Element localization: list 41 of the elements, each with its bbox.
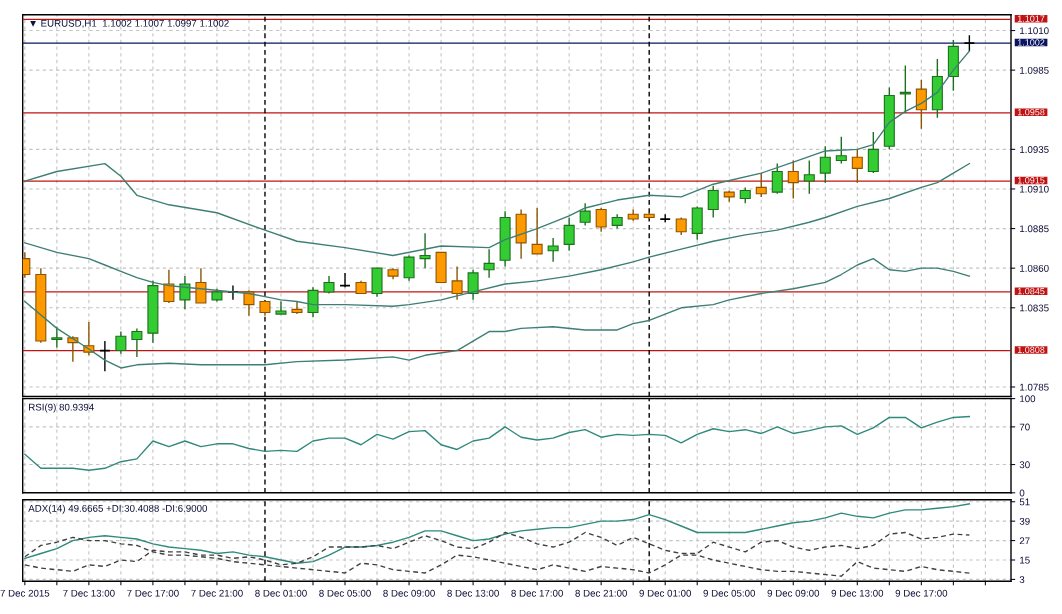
x-tick-label: 9 Dec 05:00 (703, 589, 756, 597)
ref-line-label: 1.1017 (1017, 15, 1045, 22)
y-tick-label: 30 (1019, 461, 1030, 469)
ref-line-label: 1.0845 (1017, 287, 1045, 295)
x-tick-label: 9 Dec 09:00 (767, 589, 820, 597)
y-tick-label: 27 (1019, 537, 1030, 545)
y-tick-label: 15 (1020, 556, 1030, 564)
ref-line-label: 1.0958 (1017, 108, 1045, 116)
x-tick-label: 8 Dec 21:00 (575, 589, 627, 597)
ref-line-label: 1.1002 (1017, 39, 1045, 46)
x-tick-label: 9 Dec 17:00 (895, 589, 948, 597)
y-tick-label: 1.0860 (1020, 264, 1049, 272)
y-tick-label: 100 (1020, 395, 1036, 403)
chart-title: RSI(9) 80.9394 (29, 403, 94, 413)
y-tick-label: 51 (1019, 498, 1030, 506)
x-tick-label: 9 Dec 01:00 (639, 589, 692, 597)
x-tick-label: 7 Dec 13:00 (63, 589, 115, 597)
x-tick-label: 7 Dec 21:00 (191, 589, 243, 597)
chart-title: ▼ EURUSD,H1 1.1002 1.1007 1.0997 1.1002 (30, 19, 229, 28)
y-tick-label: 1.0910 (1020, 185, 1049, 193)
x-tick-label: 9 Dec 13:00 (831, 589, 884, 597)
y-tick-label: 1.0935 (1020, 146, 1049, 153)
y-tick-label: 1.0835 (1020, 304, 1049, 312)
y-tick-label: 3 (1019, 576, 1025, 584)
y-tick-label: 39 (1019, 517, 1030, 525)
x-tick-label: 8 Dec 13:00 (447, 589, 499, 597)
ref-line-label: 1.0915 (1017, 177, 1045, 184)
y-tick-label: 70 (1019, 423, 1030, 431)
x-tick-label: 8 Dec 09:00 (383, 589, 435, 597)
x-tick-label: 7 Dec 2015 (0, 589, 50, 597)
chart-title: ADX(14) 49.6665 +DI:30.4088 -DI:6.9000 (28, 504, 208, 514)
x-tick-label: 8 Dec 01:00 (255, 589, 307, 597)
y-tick-label: 1.0785 (1020, 383, 1049, 391)
y-tick-label: 1.0985 (1020, 66, 1049, 74)
y-tick-label: 1.1010 (1020, 27, 1049, 35)
ref-line-label: 1.0808 (1017, 346, 1045, 353)
x-tick-label: 8 Dec 17:00 (511, 589, 563, 597)
x-tick-label: 8 Dec 05:00 (319, 589, 371, 597)
y-tick-label: 1.0885 (1020, 225, 1049, 233)
x-tick-label: 7 Dec 17:00 (127, 589, 179, 597)
y-tick-label: 0 (1019, 489, 1025, 497)
